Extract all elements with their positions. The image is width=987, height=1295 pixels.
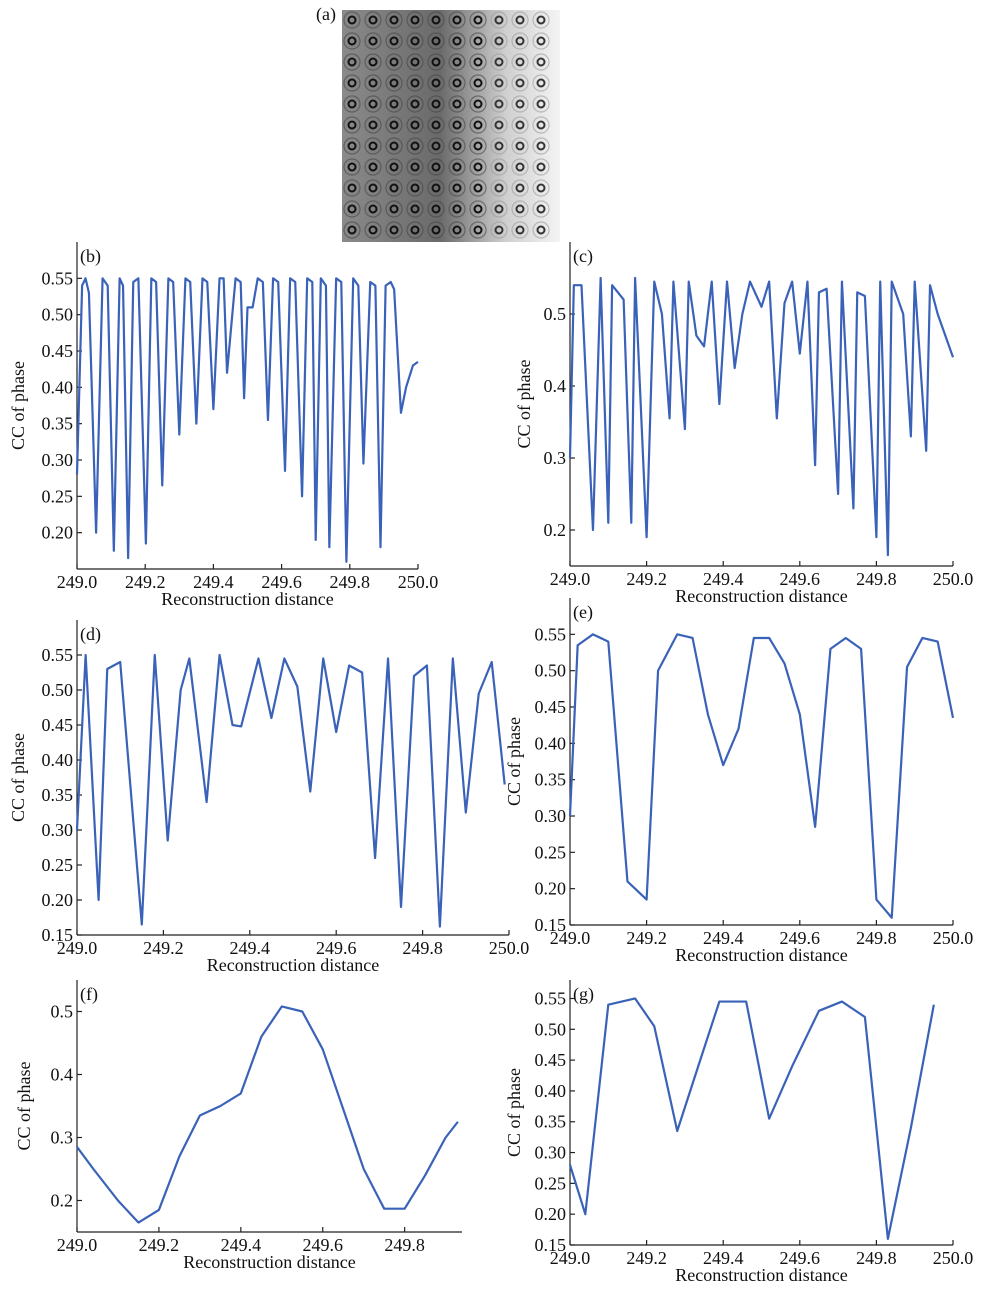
x-tick-label: 249.8 xyxy=(384,1235,425,1255)
panel-label: (c) xyxy=(573,246,593,267)
hologram-image xyxy=(342,10,560,242)
panel-label: (a) xyxy=(316,4,336,25)
y-tick-label: 0.20 xyxy=(535,1204,567,1224)
y-tick-label: 0.2 xyxy=(544,520,567,540)
y-tick-label: 0.40 xyxy=(42,750,74,770)
panel-label: (e) xyxy=(573,602,593,623)
y-tick-label: 0.35 xyxy=(535,1112,567,1132)
y-tick-label: 0.25 xyxy=(535,1173,567,1193)
x-axis-label: Reconstruction distance xyxy=(161,589,333,609)
y-tick-label: 0.30 xyxy=(42,450,74,470)
y-tick-label: 0.50 xyxy=(535,1019,567,1039)
y-tick-label: 0.2 xyxy=(51,1191,74,1211)
y-tick-label: 0.25 xyxy=(535,842,567,862)
y-axis-label: CC of phase xyxy=(14,1062,34,1151)
y-tick-label: 0.55 xyxy=(42,268,74,288)
x-tick-label: 250.0 xyxy=(933,1248,974,1268)
data-line xyxy=(77,655,505,927)
data-line xyxy=(77,278,418,561)
y-tick-label: 0.20 xyxy=(42,523,74,543)
data-line xyxy=(570,998,934,1238)
x-tick-label: 249.8 xyxy=(330,572,371,592)
x-tick-label: 250.0 xyxy=(933,928,974,948)
y-tick-label: 0.3 xyxy=(544,448,567,468)
x-axis-label: Reconstruction distance xyxy=(183,1252,355,1272)
x-tick-label: 249.0 xyxy=(550,928,591,948)
x-axis-label: Reconstruction distance xyxy=(207,955,379,975)
y-tick-label: 0.35 xyxy=(535,770,567,790)
figure: (a) 0.20 0.25 0.30 0.35 0.40 0.45 0.50 0.55 249.… xyxy=(0,0,987,1295)
panel-label: (f) xyxy=(80,984,98,1005)
y-tick-label: 0.30 xyxy=(535,806,567,826)
y-tick-label: 0.4 xyxy=(51,1065,74,1085)
y-tick-label: 0.40 xyxy=(535,1081,567,1101)
x-tick-label: 249.0 xyxy=(57,1235,98,1255)
x-tick-label: 249.8 xyxy=(856,928,897,948)
y-axis-label: CC of phase xyxy=(8,733,28,822)
y-tick-label: 0.50 xyxy=(42,305,74,325)
panel-label: (g) xyxy=(573,984,594,1005)
y-tick-label: 0.25 xyxy=(42,486,74,506)
y-tick-label: 0.40 xyxy=(42,377,74,397)
data-line xyxy=(570,634,953,917)
y-tick-label: 0.45 xyxy=(535,697,567,717)
x-tick-label: 249.0 xyxy=(57,938,98,958)
x-tick-label: 250.0 xyxy=(398,572,439,592)
page: {"image_panel": {"label": "(a)"}, "chart… xyxy=(0,0,987,1295)
x-axis-label: Reconstruction distance xyxy=(675,945,847,965)
panel-label: (d) xyxy=(80,624,101,645)
x-tick-label: 249.0 xyxy=(550,569,591,589)
y-tick-label: 0.25 xyxy=(42,855,74,875)
y-tick-label: 0.5 xyxy=(544,304,567,324)
y-tick-label: 0.45 xyxy=(42,341,74,361)
y-tick-label: 0.55 xyxy=(535,624,567,644)
y-tick-label: 0.20 xyxy=(42,890,74,910)
y-tick-label: 0.35 xyxy=(42,785,74,805)
x-tick-label: 250.0 xyxy=(933,569,974,589)
y-axis-label: CC of phase xyxy=(8,361,28,450)
y-tick-label: 0.50 xyxy=(535,661,567,681)
panel-label: (b) xyxy=(80,246,101,267)
x-tick-label: 249.0 xyxy=(550,1248,591,1268)
x-tick-label: 249.2 xyxy=(626,928,667,948)
x-axis-label: Reconstruction distance xyxy=(675,586,847,606)
x-tick-label: 249.2 xyxy=(143,938,184,958)
y-tick-label: 0.55 xyxy=(535,988,567,1008)
y-axis-label: CC of phase xyxy=(504,1068,524,1157)
y-tick-label: 0.35 xyxy=(42,414,74,434)
y-tick-label: 0.30 xyxy=(42,820,74,840)
data-line xyxy=(77,1006,458,1222)
x-tick-label: 249.8 xyxy=(402,938,443,958)
x-tick-label: 249.2 xyxy=(139,1235,180,1255)
y-tick-label: 0.4 xyxy=(544,376,567,396)
y-axis-label: CC of phase xyxy=(514,360,534,449)
x-tick-label: 249.8 xyxy=(856,569,897,589)
x-tick-label: 249.2 xyxy=(626,569,667,589)
x-tick-label: 249.8 xyxy=(856,1248,897,1268)
y-tick-label: 0.50 xyxy=(42,680,74,700)
y-tick-label: 0.45 xyxy=(535,1050,567,1070)
x-tick-label: 249.2 xyxy=(125,572,166,592)
y-tick-label: 0.3 xyxy=(51,1128,74,1148)
y-axis-label: CC of phase xyxy=(504,717,524,806)
x-axis-label: Reconstruction distance xyxy=(675,1265,847,1285)
x-tick-label: 249.0 xyxy=(57,572,98,592)
y-tick-label: 0.5 xyxy=(51,1002,74,1022)
x-tick-label: 249.2 xyxy=(626,1248,667,1268)
y-tick-label: 0.55 xyxy=(42,645,74,665)
y-tick-label: 0.40 xyxy=(535,733,567,753)
data-line xyxy=(570,278,953,555)
y-tick-label: 0.30 xyxy=(535,1143,567,1163)
x-tick-label: 250.0 xyxy=(489,938,530,958)
y-tick-label: 0.20 xyxy=(535,879,567,899)
y-tick-label: 0.45 xyxy=(42,715,74,735)
